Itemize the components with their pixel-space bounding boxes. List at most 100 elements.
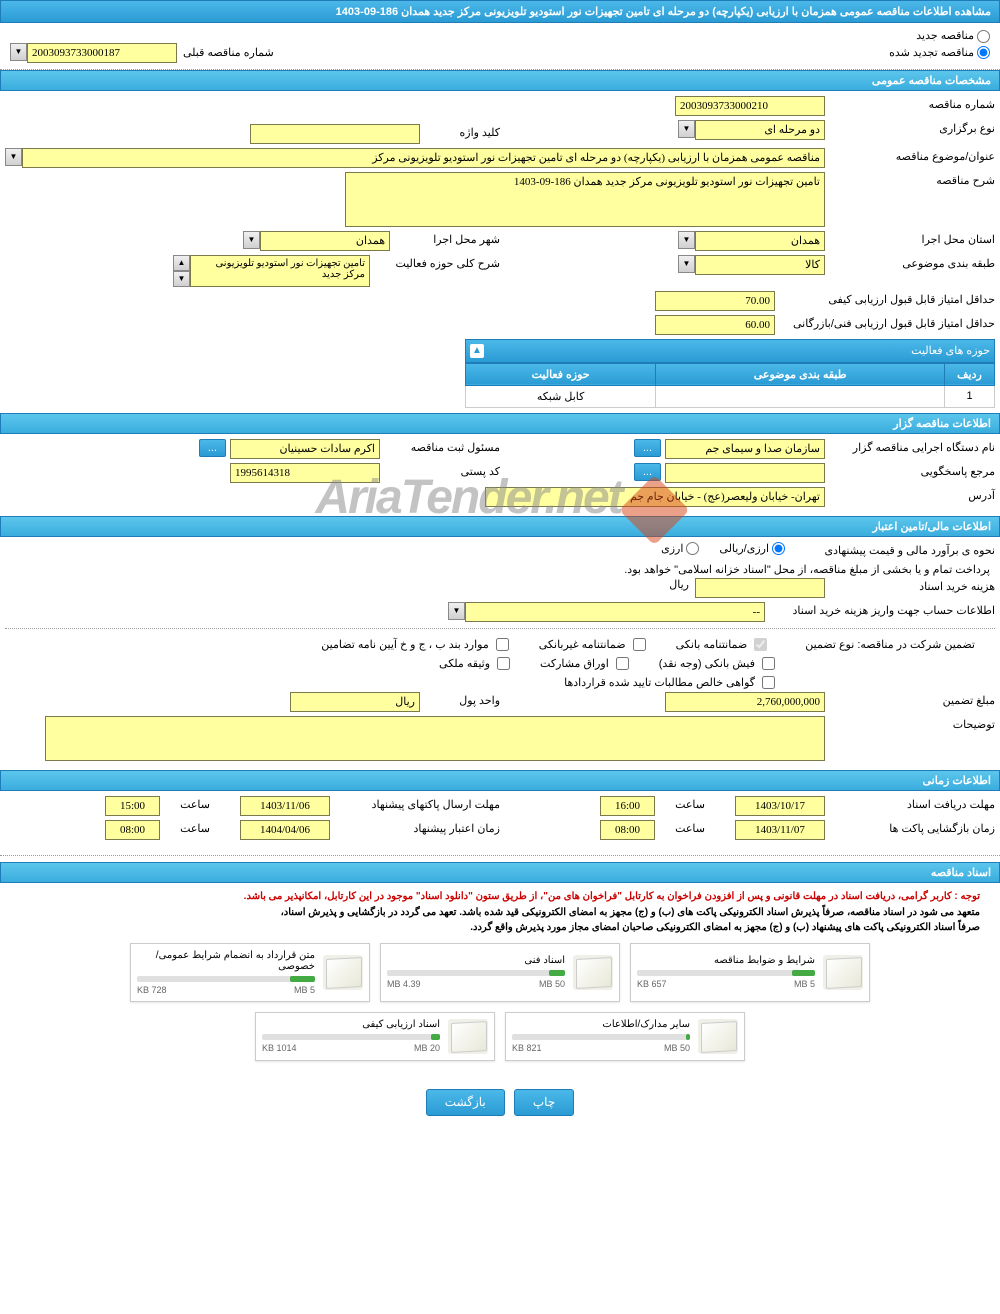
cell-n: 1 [945,385,995,407]
file-title: اسناد فنی [387,955,565,966]
th-category: طبقه بندی موضوعی [656,363,945,385]
file-max: 50 MB [539,979,565,989]
folder-icon [823,955,863,990]
section-general-header: مشخصات مناقصه عمومی [0,70,1000,91]
city-arrow[interactable]: ▼ [243,231,260,249]
province-select[interactable] [695,231,825,251]
file-max: 50 MB [664,1043,690,1053]
activity-scope-label: شرح کلی حوزه فعالیت [370,255,500,270]
category-arrow[interactable]: ▼ [678,255,695,273]
amount-input[interactable] [665,692,825,712]
back-button[interactable]: بازگشت [426,1089,505,1116]
radio-new-tender[interactable] [977,30,990,43]
file-box[interactable]: اسناد فنی 50 MB4.39 MB [380,943,620,1002]
receive-time-input[interactable] [600,796,655,816]
folder-icon [698,1019,738,1054]
file-title: اسناد ارزیابی کیفی [262,1019,440,1030]
responsible-label: مسئول ثبت مناقصه [380,439,500,454]
label-renewed-tender: مناقصه تجدید شده [889,47,974,59]
chk-nonbank[interactable] [633,638,646,651]
category-select[interactable] [695,255,825,275]
collapse-icon[interactable]: ▲ [470,344,484,358]
city-select[interactable] [260,231,390,251]
file-box[interactable]: متن قرارداد به انضمام شرایط عمومی/خصوصی … [130,943,370,1002]
description-textarea[interactable]: تامین تجهیزات نور استودیو تلویزیونی مرکز… [345,172,825,227]
validity-time-input[interactable] [105,820,160,840]
lbl-bank-receipt: فیش بانکی (وجه نقد) [659,657,755,670]
exec-name-label: نام دستگاه اجرایی مناقصه گزار [825,439,995,454]
city-label: شهر محل اجرا [390,231,500,246]
min-quality-input[interactable] [655,291,775,311]
chk-property[interactable] [497,657,510,670]
subject-input[interactable] [22,148,825,168]
doc-cost-input[interactable] [695,578,825,598]
prev-number-input[interactable] [27,43,177,63]
subject-arrow[interactable]: ▼ [5,148,22,166]
radio-currency[interactable] [686,542,699,555]
exec-name-input[interactable] [665,439,825,459]
open-time-label: ساعت [655,820,705,835]
file-title: سایر مدارک/اطلاعات [512,1019,690,1030]
file-size: 657 KB [637,979,667,989]
file-box[interactable]: سایر مدارک/اطلاعات 50 MB821 KB [505,1012,745,1061]
keyword-input[interactable] [250,124,420,144]
address-input[interactable] [485,487,825,507]
open-time-input[interactable] [600,820,655,840]
account-arrow[interactable]: ▼ [448,602,465,620]
chk-bank-guarantee[interactable] [754,638,767,651]
progress-bar [387,970,565,976]
file-max: 5 MB [794,979,815,989]
activity-table: ردیف طبقه بندی موضوعی حوزه فعالیت 1 کابل… [465,363,995,408]
validity-date-input[interactable] [240,820,330,840]
send-time-input[interactable] [105,796,160,816]
prev-number-dropdown[interactable]: ▼ [10,43,27,61]
chk-receivables[interactable] [762,676,775,689]
holding-type-select[interactable] [695,120,825,140]
account-info-select[interactable] [465,602,765,622]
tender-number-label: شماره مناقصه [825,96,995,111]
file-box[interactable]: اسناد ارزیابی کیفی 20 MB1014 KB [255,1012,495,1061]
receive-date-input[interactable] [735,796,825,816]
section-documents-header: اسناد مناقصه [0,862,1000,883]
progress-bar [637,970,815,976]
chk-bank-receipt[interactable] [762,657,775,670]
tender-number-input[interactable] [675,96,825,116]
folder-icon [323,955,363,990]
lbl-clauses: موارد بند ب ، ج و خ آیین نامه تضامین [321,638,488,651]
file-max: 20 MB [414,1043,440,1053]
radio-rial[interactable] [772,542,785,555]
chk-clauses[interactable] [496,638,509,651]
exec-more-button[interactable]: ... [634,439,661,457]
min-quality-label: حداقل امتیاز قابل قبول ارزیابی کیفی [775,291,995,306]
postal-code-input[interactable] [230,463,380,483]
reply-more-button[interactable]: ... [634,463,661,481]
file-box[interactable]: شرایط و ضوابط مناقصه 5 MB 657 KB [630,943,870,1002]
holding-type-arrow[interactable]: ▼ [678,120,695,138]
chk-securities[interactable] [616,657,629,670]
notes-textarea[interactable] [45,716,825,761]
scope-up[interactable]: ▲ [173,255,190,271]
account-info-label: اطلاعات حساب جهت واریز هزینه خرید اسناد [765,602,995,617]
payment-note: پرداخت تمام و یا بخشی از مبلغ مناقصه، از… [5,561,995,578]
cell-cat [656,385,945,407]
province-arrow[interactable]: ▼ [678,231,695,249]
print-button[interactable]: چاپ [514,1089,574,1116]
prev-number-label: شماره مناقصه قبلی [183,46,274,59]
keyword-label: کلید واژه [420,124,500,139]
unit-input[interactable] [290,692,420,712]
activity-table-header: حوزه های فعالیت ▲ [465,339,995,363]
responsible-input[interactable] [230,439,380,459]
activity-scope-textarea[interactable]: تامین تجهیزات نور استودیو تلویزیونی مرکز… [190,255,370,287]
file-title: شرایط و ضوابط مناقصه [637,955,815,966]
scope-down[interactable]: ▼ [173,271,190,287]
progress-bar [262,1034,440,1040]
resp-more-button[interactable]: ... [199,439,226,457]
doc-note2: متعهد می شود در اسناد مناقصه، صرفاً پذیر… [20,905,980,920]
send-date-input[interactable] [240,796,330,816]
open-date-input[interactable] [735,820,825,840]
min-tech-input[interactable] [655,315,775,335]
reply-ref-input[interactable] [665,463,825,483]
table-row: 1 کابل شبکه [466,385,995,407]
radio-renewed-tender[interactable] [977,46,990,59]
unit-label: واحد پول [420,692,500,707]
